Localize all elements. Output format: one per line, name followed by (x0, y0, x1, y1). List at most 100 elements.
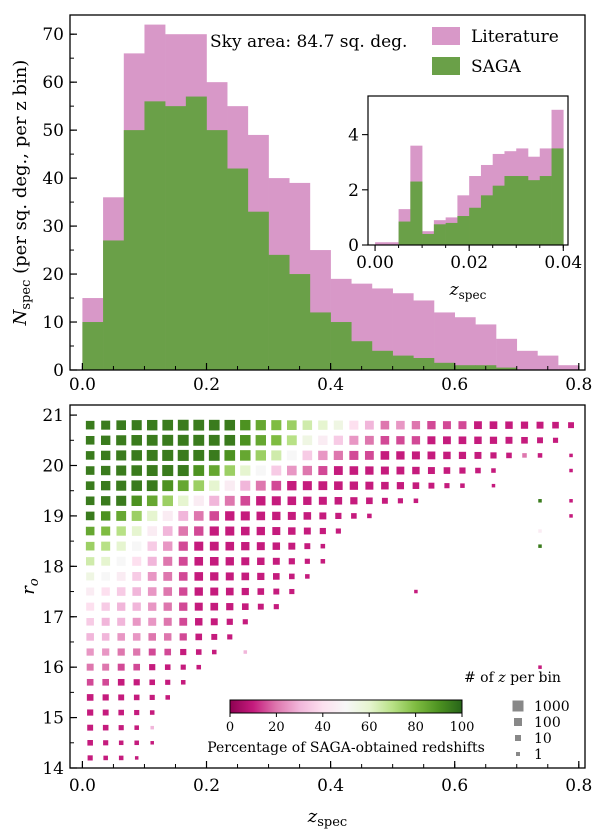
inset-y-tick-label-0: 0 (348, 236, 359, 256)
bin-square (506, 452, 512, 459)
bin-square (85, 511, 95, 521)
bin-square (177, 465, 189, 477)
bin-square (520, 421, 529, 429)
inset-bar-saga-13 (528, 180, 541, 245)
inset-bar-saga-15 (551, 148, 564, 245)
bin-square (163, 617, 172, 626)
bin-square (302, 420, 313, 430)
bin-square (240, 465, 251, 476)
colorbar-tick-label-80: 80 (407, 720, 424, 735)
bar-literature-19 (475, 324, 497, 370)
bin-square (443, 467, 451, 474)
bin-square (255, 450, 266, 461)
bin-square (272, 557, 280, 565)
bin-square (146, 434, 158, 446)
bar-literature-22 (537, 355, 559, 370)
bin-square (209, 511, 220, 521)
bin-square (240, 480, 251, 491)
bin-square (271, 496, 281, 506)
bin-square (208, 419, 220, 431)
bin-square (318, 420, 328, 430)
y-tick-label-0: 0 (53, 361, 64, 381)
bin-square (163, 587, 173, 596)
bin-square (132, 541, 142, 551)
bin-square (85, 496, 95, 506)
bin-square (131, 420, 142, 431)
size-legend-title-part2: per bin (506, 670, 561, 686)
bin-square (412, 466, 420, 475)
bin-square (224, 419, 236, 431)
size-legend-label-100: 100 (534, 715, 561, 731)
bin-square (224, 480, 235, 491)
bin-square (165, 695, 170, 700)
bin-square (87, 740, 93, 746)
bin-square (164, 664, 171, 670)
bin-square (85, 451, 95, 460)
bin-square (444, 483, 450, 489)
bar-literature-16 (413, 300, 435, 370)
bin-square (133, 648, 141, 656)
bin-square (302, 465, 313, 476)
bin-square (271, 465, 282, 476)
bin-square (241, 572, 250, 581)
y-label-rest: (per sq. deg., per z bin) (10, 60, 31, 280)
inset-bar-saga-5 (433, 224, 446, 245)
bin-square (102, 709, 109, 716)
bar-saga-12 (330, 322, 352, 370)
bin-square (257, 572, 265, 581)
bin-square (101, 526, 111, 536)
bottom-y-tick-label-18: 18 (42, 557, 64, 577)
bin-square (211, 649, 217, 655)
bin-square (148, 602, 157, 611)
bin-square (134, 725, 139, 730)
bin-square (380, 451, 390, 460)
bin-square (117, 678, 125, 686)
bin-square (241, 587, 249, 596)
bin-square (163, 633, 172, 641)
y-label-n: N (10, 308, 31, 326)
y-label-subscript-o: o (27, 578, 42, 586)
y-tick-label-20: 20 (42, 265, 64, 285)
bin-square (208, 450, 220, 461)
bin-square (334, 481, 343, 490)
bin-square (224, 465, 236, 476)
bottom-y-tick-label-15: 15 (42, 709, 64, 729)
bin-square (180, 648, 187, 656)
size-legend-title-z: z (497, 670, 506, 686)
size-legend-square-1 (516, 752, 520, 756)
inset-histogram: 0.00 0.02 0.04 0 2 4 zspec (348, 95, 582, 302)
top-legend: Literature SAGA (432, 27, 559, 77)
bin-square (162, 526, 173, 536)
bin-square (380, 466, 389, 475)
bin-square (256, 511, 266, 521)
bin-square (193, 511, 204, 521)
inset-bar-saga-6 (445, 222, 458, 245)
size-legend-square-100 (514, 718, 522, 726)
bin-square (117, 633, 125, 641)
bin-square (242, 619, 248, 625)
bin-square (381, 497, 388, 504)
bin-square (134, 709, 140, 716)
y-tick-label-60: 60 (42, 73, 64, 93)
bin-square (569, 499, 573, 503)
bin-square (146, 449, 158, 461)
bin-square (303, 527, 311, 535)
bin-square (272, 527, 281, 536)
bin-square (474, 421, 482, 430)
bar-saga-20 (496, 367, 518, 370)
bin-square (287, 511, 296, 520)
bin-square (364, 420, 374, 430)
bar-saga-4 (165, 106, 187, 370)
bin-square (537, 453, 543, 458)
colorbar-tick-label-100: 100 (450, 720, 475, 735)
bin-square (427, 436, 436, 445)
bin-square (86, 572, 95, 581)
bin-square (286, 435, 297, 446)
bin-square (489, 436, 498, 444)
y-label-subscript: spec (19, 280, 34, 310)
bin-square (240, 450, 251, 461)
bin-square (86, 633, 94, 641)
bottom-y-axis-label: ro (18, 578, 42, 595)
bin-square (131, 480, 142, 491)
